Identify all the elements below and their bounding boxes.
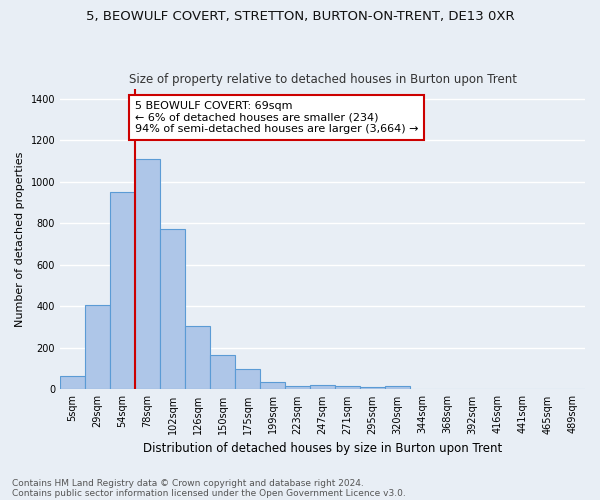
Y-axis label: Number of detached properties: Number of detached properties — [15, 152, 25, 326]
Text: 5, BEOWULF COVERT, STRETTON, BURTON-ON-TRENT, DE13 0XR: 5, BEOWULF COVERT, STRETTON, BURTON-ON-T… — [86, 10, 514, 23]
Bar — [160, 228, 185, 390]
Bar — [285, 386, 310, 390]
Bar — [210, 355, 235, 390]
Bar — [385, 386, 410, 390]
Bar — [260, 382, 285, 390]
Bar — [235, 368, 260, 390]
Bar — [360, 387, 385, 390]
Bar — [85, 306, 110, 390]
X-axis label: Distribution of detached houses by size in Burton upon Trent: Distribution of detached houses by size … — [143, 442, 502, 455]
Bar — [185, 326, 210, 390]
Bar — [60, 376, 85, 390]
Title: Size of property relative to detached houses in Burton upon Trent: Size of property relative to detached ho… — [128, 73, 517, 86]
Text: 5 BEOWULF COVERT: 69sqm
← 6% of detached houses are smaller (234)
94% of semi-de: 5 BEOWULF COVERT: 69sqm ← 6% of detached… — [135, 101, 419, 134]
Text: Contains public sector information licensed under the Open Government Licence v3: Contains public sector information licen… — [12, 488, 406, 498]
Bar — [310, 386, 335, 390]
Bar — [335, 386, 360, 390]
Text: Contains HM Land Registry data © Crown copyright and database right 2024.: Contains HM Land Registry data © Crown c… — [12, 478, 364, 488]
Bar — [135, 159, 160, 390]
Bar — [110, 192, 135, 390]
